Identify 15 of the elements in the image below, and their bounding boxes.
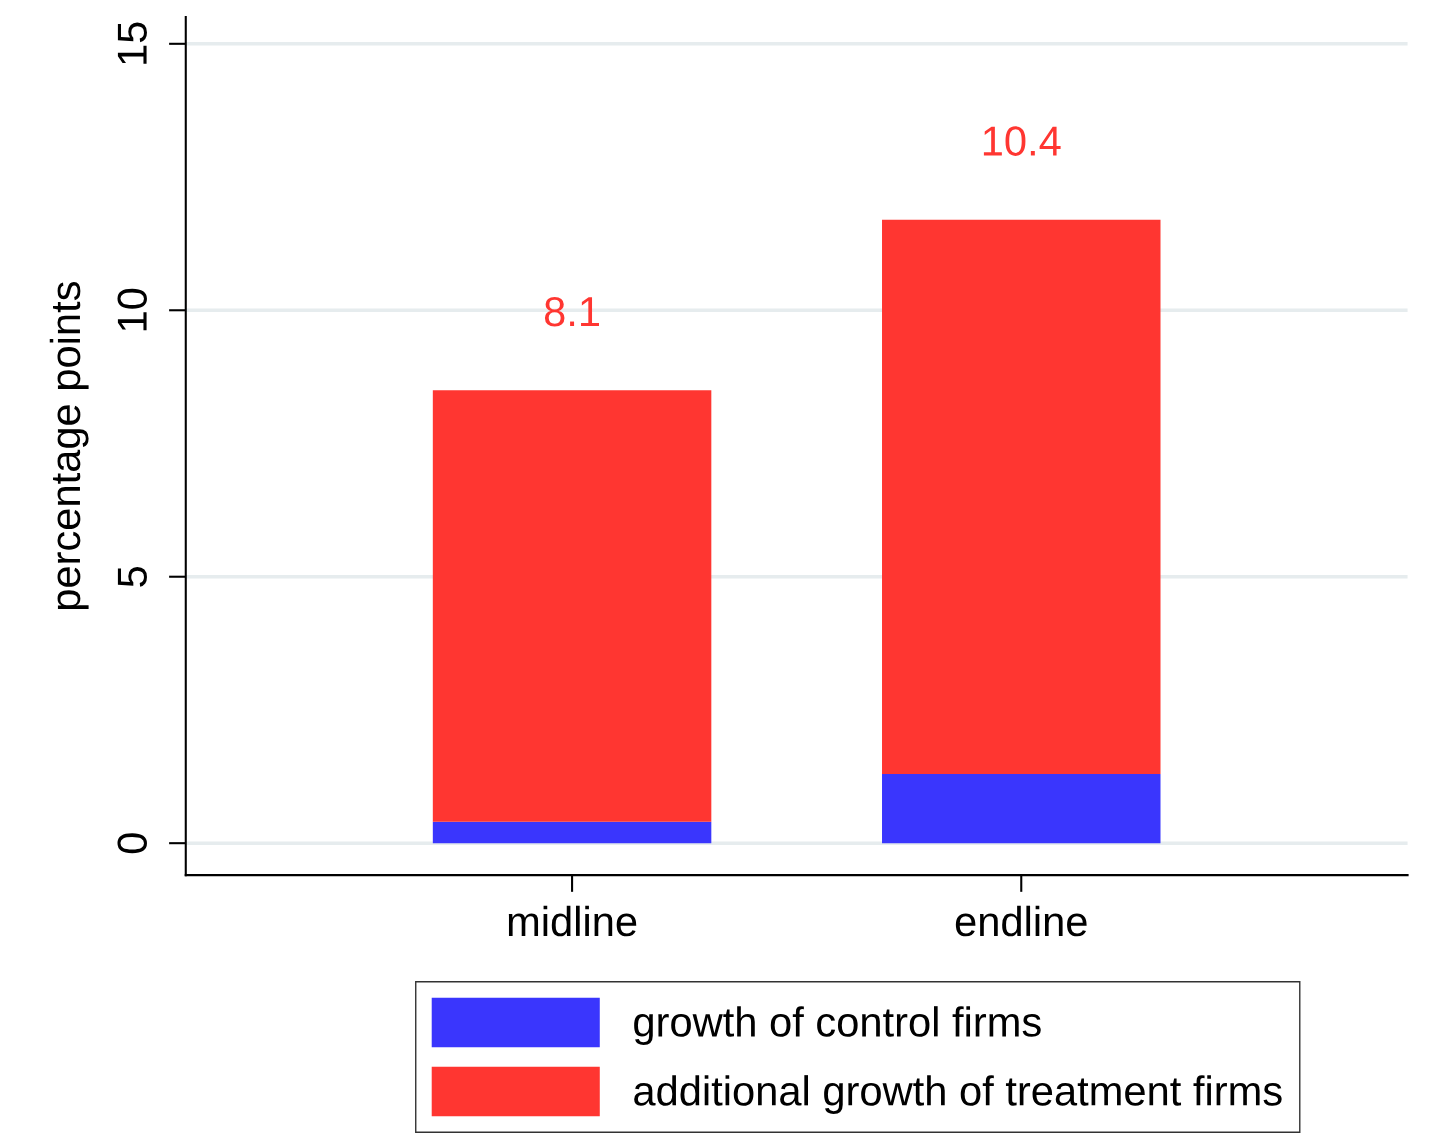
bar	[432, 821, 712, 844]
data-label: 10.4	[983, 126, 1061, 156]
legend-label: additional growth of treatment firms	[634, 1075, 1282, 1114]
y-tick-label: 15	[117, 22, 147, 64]
y-tick-label: 10	[117, 288, 147, 331]
y-tick-label: 0	[117, 833, 147, 854]
bar	[882, 773, 1161, 844]
bar	[432, 390, 712, 822]
bar	[882, 219, 1161, 774]
data-label: 8.1	[544, 296, 599, 327]
x-tick-label: endline	[955, 905, 1087, 937]
y-axis-title: percentage points	[49, 282, 89, 610]
y-tick-label: 5	[117, 566, 147, 587]
x-tick-label: midline	[508, 905, 637, 937]
legend-label: growth of control firms	[634, 1006, 1041, 1046]
